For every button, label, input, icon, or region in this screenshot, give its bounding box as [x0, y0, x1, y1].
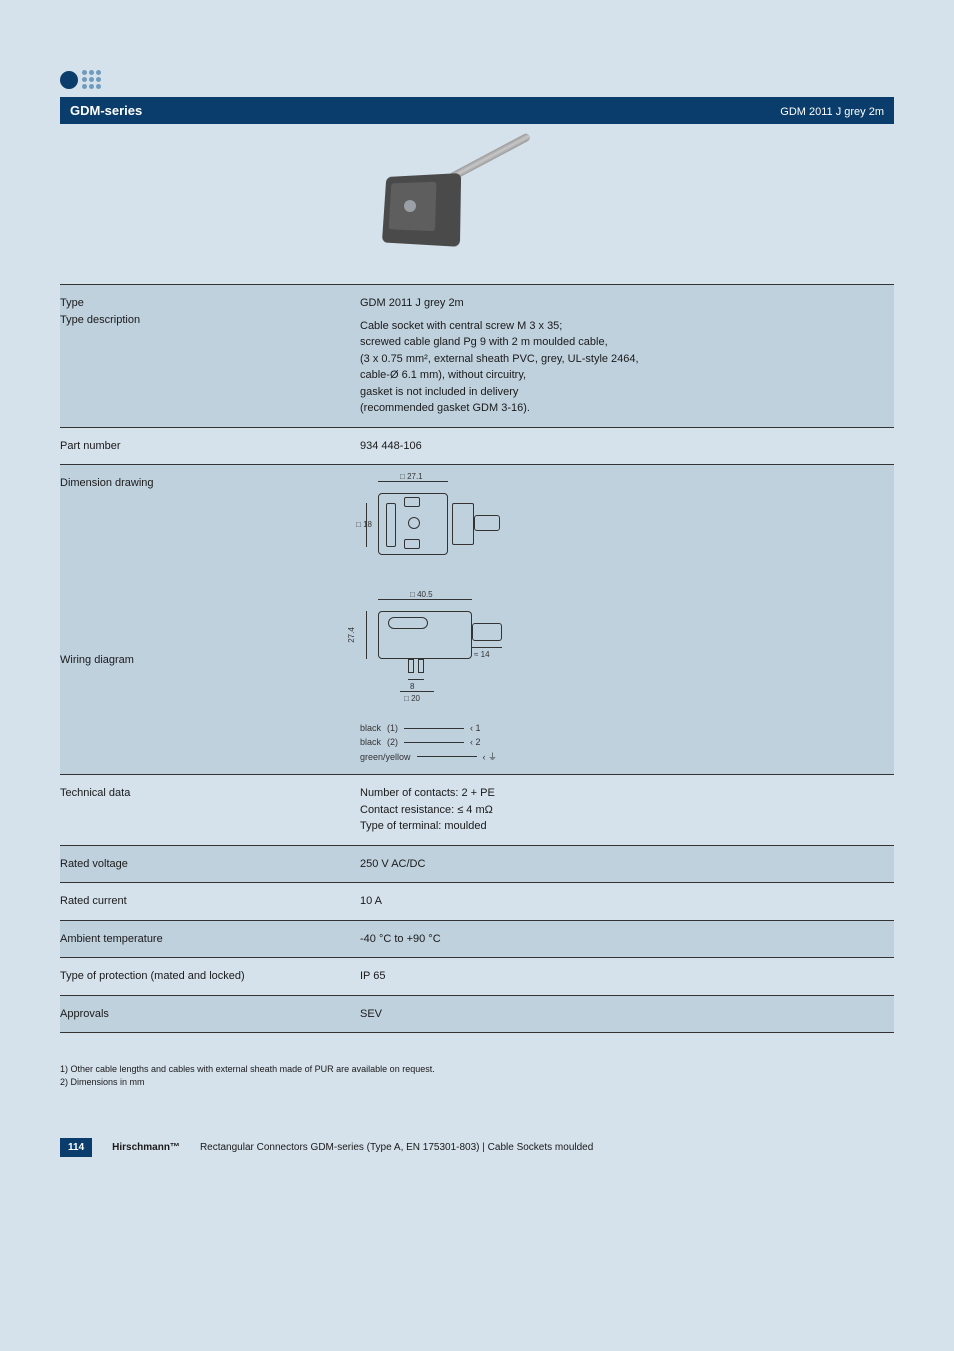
row-approvals: Approvals SEV	[60, 996, 894, 1034]
type-desc-2: (3 x 0.75 mm², external sheath PVC, grey…	[360, 351, 894, 368]
part-label: Part number	[60, 428, 340, 465]
tech-line-1: Contact resistance: ≤ 4 mΩ	[360, 802, 894, 819]
footer-brand: Hirschmann™	[112, 1142, 180, 1153]
footnote-2: 2) Dimensions in mm	[60, 1076, 894, 1089]
dimension-label: Dimension drawing	[60, 475, 330, 492]
approvals-value: SEV	[340, 996, 894, 1033]
row-rated-current: Rated current 10 A	[60, 883, 894, 921]
protection-label: Type of protection (mated and locked)	[60, 958, 340, 995]
wiring-label: Wiring diagram	[60, 652, 330, 669]
row-image	[60, 124, 894, 285]
type-desc-3: cable-Ø 6.1 mm), without circuitry,	[360, 367, 894, 384]
page-number: 114	[60, 1138, 92, 1157]
rated-voltage-value: 250 V AC/DC	[340, 846, 894, 883]
schematic-top-view: □ 27.1 □ 18	[360, 475, 540, 575]
row-dimension: Dimension drawing Wiring diagram	[60, 465, 894, 775]
logo-dots	[82, 70, 101, 89]
tech-line-2: Type of terminal: moulded	[360, 818, 894, 835]
wire-2: black (2) ‹ 2	[360, 735, 540, 749]
rated-voltage-label: Rated voltage	[60, 846, 340, 883]
row-rated-voltage: Rated voltage 250 V AC/DC	[60, 846, 894, 884]
product-photo	[360, 134, 520, 274]
tech-label: Technical data	[60, 775, 340, 845]
product-title: GDM 2011 J grey 2m	[780, 106, 884, 118]
type-sublabel: Type description	[60, 312, 330, 329]
logo-circle	[60, 71, 78, 89]
footer-tagline: Rectangular Connectors GDM-series (Type …	[200, 1142, 593, 1153]
datasheet-page: GDM-series GDM 2011 J grey 2m Type Type …	[0, 0, 954, 1197]
footnote-1: 1) Other cable lengths and cables with e…	[60, 1063, 894, 1076]
part-value: 934 448-106	[340, 428, 894, 465]
approvals-label: Approvals	[60, 996, 340, 1033]
row-type: Type Type description GDM 2011 J grey 2m…	[60, 285, 894, 428]
wire-1: black (1) ‹ 1	[360, 721, 540, 735]
type-value: GDM 2011 J grey 2m	[360, 295, 894, 312]
wire-pe: green/yellow ‹ ⏚	[360, 750, 540, 764]
type-desc-1: screwed cable gland Pg 9 with 2 m moulde…	[360, 334, 894, 351]
ambient-temp-label: Ambient temperature	[60, 921, 340, 958]
schematic-side-view: □ 40.5 27.4 ≈ 14 8 □ 20	[360, 593, 540, 703]
page-footer: 114 Hirschmann™ Rectangular Connectors G…	[60, 1138, 894, 1157]
row-part-number: Part number 934 448-106	[60, 428, 894, 466]
row-protection: Type of protection (mated and locked) IP…	[60, 958, 894, 996]
rated-current-label: Rated current	[60, 883, 340, 920]
dimension-schematic: □ 27.1 □ 18 □ 40.5	[360, 475, 540, 764]
tech-line-0: Number of contacts: 2 + PE	[360, 785, 894, 802]
logo-mark	[60, 70, 894, 89]
type-label: Type	[60, 295, 330, 312]
type-desc-4: gasket is not included in delivery	[360, 384, 894, 401]
row-ambient-temp: Ambient temperature -40 °C to +90 °C	[60, 921, 894, 959]
type-desc-5: (recommended gasket GDM 3-16).	[360, 400, 894, 417]
series-title: GDM-series	[70, 103, 142, 118]
type-desc-0: Cable socket with central screw M 3 x 35…	[360, 318, 894, 335]
footnotes: 1) Other cable lengths and cables with e…	[60, 1063, 894, 1088]
protection-value: IP 65	[340, 958, 894, 995]
row-technical-data: Technical data Number of contacts: 2 + P…	[60, 775, 894, 846]
header-bar: GDM-series GDM 2011 J grey 2m	[60, 97, 894, 124]
wiring-diagram: black (1) ‹ 1 black (2) ‹ 2 green/yellow	[360, 721, 540, 764]
row-image-label	[60, 124, 340, 284]
ambient-temp-value: -40 °C to +90 °C	[340, 921, 894, 958]
row-image-value	[340, 124, 894, 284]
rated-current-value: 10 A	[340, 883, 894, 920]
